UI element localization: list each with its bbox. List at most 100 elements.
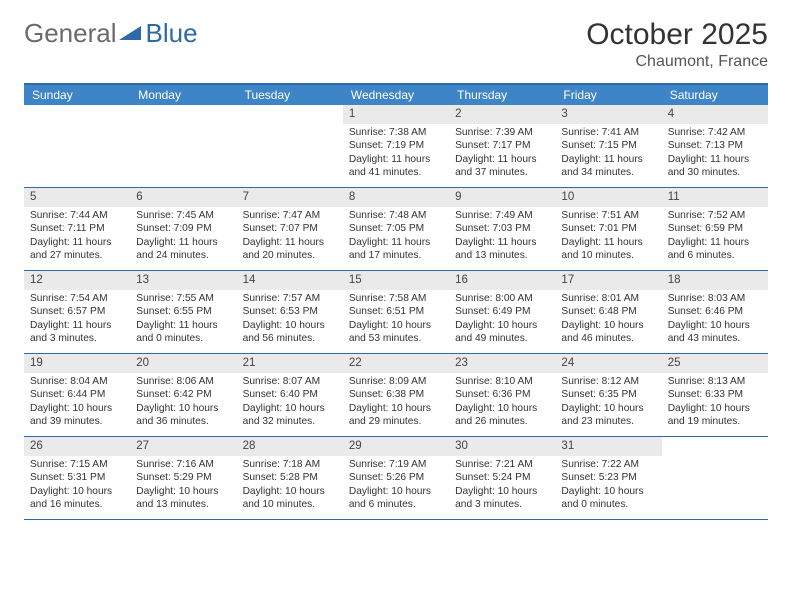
calendar-day-cell: 26Sunrise: 7:15 AMSunset: 5:31 PMDayligh… (24, 437, 130, 519)
calendar-day-cell: 23Sunrise: 8:10 AMSunset: 6:36 PMDayligh… (449, 354, 555, 436)
day-details: Sunrise: 8:13 AMSunset: 6:33 PMDaylight:… (662, 373, 768, 433)
sunset-text: Sunset: 5:31 PM (30, 471, 124, 484)
calendar-day-cell: 27Sunrise: 7:16 AMSunset: 5:29 PMDayligh… (130, 437, 236, 519)
day-number: 11 (662, 188, 768, 207)
sunset-text: Sunset: 6:40 PM (243, 388, 337, 401)
calendar-day-cell: 10Sunrise: 7:51 AMSunset: 7:01 PMDayligh… (555, 188, 661, 270)
sunset-text: Sunset: 6:59 PM (668, 222, 762, 235)
calendar-day-cell: 7Sunrise: 7:47 AMSunset: 7:07 PMDaylight… (237, 188, 343, 270)
day-number: 13 (130, 271, 236, 290)
daylight-text: Daylight: 11 hours and 6 minutes. (668, 236, 762, 263)
sunset-text: Sunset: 5:23 PM (561, 471, 655, 484)
calendar-day-cell: 22Sunrise: 8:09 AMSunset: 6:38 PMDayligh… (343, 354, 449, 436)
daylight-text: Daylight: 10 hours and 29 minutes. (349, 402, 443, 429)
day-number: 25 (662, 354, 768, 373)
sunrise-text: Sunrise: 8:09 AM (349, 375, 443, 388)
daylight-text: Daylight: 11 hours and 3 minutes. (30, 319, 124, 346)
daylight-text: Daylight: 11 hours and 17 minutes. (349, 236, 443, 263)
daylight-text: Daylight: 10 hours and 13 minutes. (136, 485, 230, 512)
day-details: Sunrise: 7:41 AMSunset: 7:15 PMDaylight:… (555, 124, 661, 184)
calendar-day-cell: 30Sunrise: 7:21 AMSunset: 5:24 PMDayligh… (449, 437, 555, 519)
day-details: Sunrise: 7:21 AMSunset: 5:24 PMDaylight:… (449, 456, 555, 516)
sunset-text: Sunset: 6:35 PM (561, 388, 655, 401)
day-number: 27 (130, 437, 236, 456)
daylight-text: Daylight: 11 hours and 41 minutes. (349, 153, 443, 180)
weekday-header: Tuesday (237, 85, 343, 105)
calendar-day-cell (24, 105, 130, 187)
daylight-text: Daylight: 10 hours and 36 minutes. (136, 402, 230, 429)
sunrise-text: Sunrise: 7:42 AM (668, 126, 762, 139)
day-details: Sunrise: 8:00 AMSunset: 6:49 PMDaylight:… (449, 290, 555, 350)
sunset-text: Sunset: 7:11 PM (30, 222, 124, 235)
sunrise-text: Sunrise: 7:51 AM (561, 209, 655, 222)
day-details: Sunrise: 7:44 AMSunset: 7:11 PMDaylight:… (24, 207, 130, 267)
sunrise-text: Sunrise: 7:15 AM (30, 458, 124, 471)
daylight-text: Daylight: 10 hours and 46 minutes. (561, 319, 655, 346)
daylight-text: Daylight: 11 hours and 37 minutes. (455, 153, 549, 180)
calendar-day-cell: 11Sunrise: 7:52 AMSunset: 6:59 PMDayligh… (662, 188, 768, 270)
day-number: 5 (24, 188, 130, 207)
sunset-text: Sunset: 6:42 PM (136, 388, 230, 401)
daylight-text: Daylight: 11 hours and 13 minutes. (455, 236, 549, 263)
day-details: Sunrise: 7:52 AMSunset: 6:59 PMDaylight:… (662, 207, 768, 267)
day-number: 20 (130, 354, 236, 373)
sunrise-text: Sunrise: 8:00 AM (455, 292, 549, 305)
daylight-text: Daylight: 11 hours and 0 minutes. (136, 319, 230, 346)
calendar-day-cell (237, 105, 343, 187)
day-number: 15 (343, 271, 449, 290)
calendar-day-cell: 21Sunrise: 8:07 AMSunset: 6:40 PMDayligh… (237, 354, 343, 436)
sunrise-text: Sunrise: 7:54 AM (30, 292, 124, 305)
day-number: 30 (449, 437, 555, 456)
sunset-text: Sunset: 7:01 PM (561, 222, 655, 235)
day-number: 8 (343, 188, 449, 207)
sunset-text: Sunset: 7:03 PM (455, 222, 549, 235)
logo-text-blue: Blue (146, 18, 198, 49)
sunrise-text: Sunrise: 8:04 AM (30, 375, 124, 388)
daylight-text: Daylight: 10 hours and 53 minutes. (349, 319, 443, 346)
logo: General Blue (24, 18, 198, 49)
sunset-text: Sunset: 6:57 PM (30, 305, 124, 318)
day-details: Sunrise: 7:54 AMSunset: 6:57 PMDaylight:… (24, 290, 130, 350)
calendar-day-cell: 28Sunrise: 7:18 AMSunset: 5:28 PMDayligh… (237, 437, 343, 519)
calendar-day-cell: 24Sunrise: 8:12 AMSunset: 6:35 PMDayligh… (555, 354, 661, 436)
sunrise-text: Sunrise: 7:16 AM (136, 458, 230, 471)
sunset-text: Sunset: 6:48 PM (561, 305, 655, 318)
sunrise-text: Sunrise: 7:52 AM (668, 209, 762, 222)
sunset-text: Sunset: 7:15 PM (561, 139, 655, 152)
daylight-text: Daylight: 10 hours and 3 minutes. (455, 485, 549, 512)
sunset-text: Sunset: 7:07 PM (243, 222, 337, 235)
day-details: Sunrise: 7:22 AMSunset: 5:23 PMDaylight:… (555, 456, 661, 516)
sunrise-text: Sunrise: 7:55 AM (136, 292, 230, 305)
title-block: October 2025 Chaumont, France (586, 18, 768, 71)
calendar-day-cell: 9Sunrise: 7:49 AMSunset: 7:03 PMDaylight… (449, 188, 555, 270)
weekday-header: Friday (555, 85, 661, 105)
calendar-day-cell: 8Sunrise: 7:48 AMSunset: 7:05 PMDaylight… (343, 188, 449, 270)
calendar-day-cell: 6Sunrise: 7:45 AMSunset: 7:09 PMDaylight… (130, 188, 236, 270)
calendar-day-cell: 15Sunrise: 7:58 AMSunset: 6:51 PMDayligh… (343, 271, 449, 353)
daylight-text: Daylight: 10 hours and 43 minutes. (668, 319, 762, 346)
sunset-text: Sunset: 7:17 PM (455, 139, 549, 152)
sunrise-text: Sunrise: 8:10 AM (455, 375, 549, 388)
daylight-text: Daylight: 10 hours and 39 minutes. (30, 402, 124, 429)
calendar-day-cell: 19Sunrise: 8:04 AMSunset: 6:44 PMDayligh… (24, 354, 130, 436)
day-details: Sunrise: 7:58 AMSunset: 6:51 PMDaylight:… (343, 290, 449, 350)
day-details (237, 109, 343, 115)
day-details: Sunrise: 7:18 AMSunset: 5:28 PMDaylight:… (237, 456, 343, 516)
daylight-text: Daylight: 11 hours and 27 minutes. (30, 236, 124, 263)
weeks-container: 1Sunrise: 7:38 AMSunset: 7:19 PMDaylight… (24, 105, 768, 520)
daylight-text: Daylight: 10 hours and 10 minutes. (243, 485, 337, 512)
weekday-header: Sunday (24, 85, 130, 105)
day-number: 21 (237, 354, 343, 373)
day-number: 4 (662, 105, 768, 124)
day-number: 29 (343, 437, 449, 456)
calendar-day-cell: 13Sunrise: 7:55 AMSunset: 6:55 PMDayligh… (130, 271, 236, 353)
calendar-day-cell (662, 437, 768, 519)
day-number: 1 (343, 105, 449, 124)
sunrise-text: Sunrise: 7:49 AM (455, 209, 549, 222)
sunrise-text: Sunrise: 8:07 AM (243, 375, 337, 388)
sunrise-text: Sunrise: 8:03 AM (668, 292, 762, 305)
calendar-day-cell: 16Sunrise: 8:00 AMSunset: 6:49 PMDayligh… (449, 271, 555, 353)
day-details: Sunrise: 7:47 AMSunset: 7:07 PMDaylight:… (237, 207, 343, 267)
day-details: Sunrise: 8:09 AMSunset: 6:38 PMDaylight:… (343, 373, 449, 433)
day-number: 14 (237, 271, 343, 290)
